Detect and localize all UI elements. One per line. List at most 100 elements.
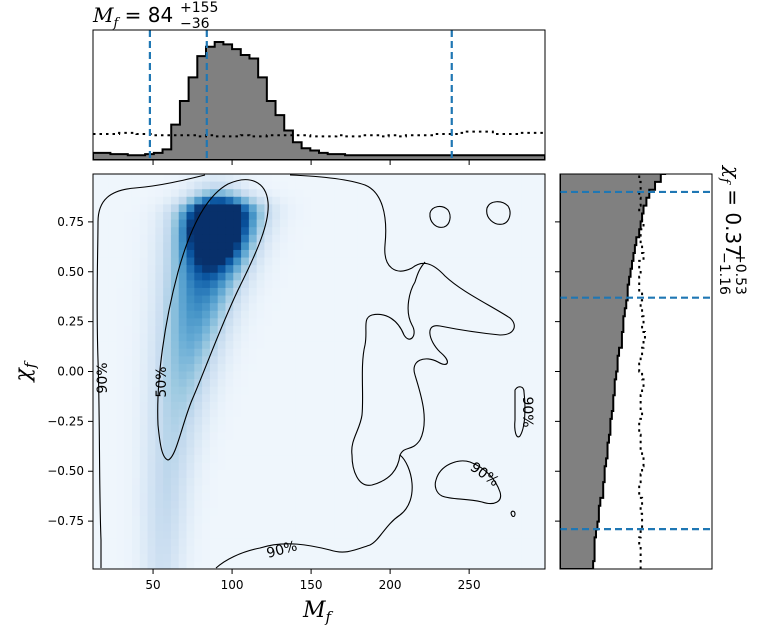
heat-cell [490, 493, 499, 502]
heat-cell [295, 204, 305, 213]
heat-cell [319, 280, 328, 289]
heat-cell [467, 553, 476, 563]
heat-cell [319, 234, 328, 243]
heat-cell [513, 470, 523, 479]
heat-cell [116, 485, 125, 494]
heat-cell [373, 553, 382, 563]
heat-cell [256, 325, 266, 335]
heat-cell [420, 196, 429, 205]
heat-cell [459, 485, 468, 494]
heat-cell [93, 546, 102, 555]
heat-cell [357, 432, 367, 441]
heat-cell [124, 181, 133, 190]
heat-cell [287, 249, 297, 259]
heat-cell [506, 523, 515, 532]
heat-cell [202, 561, 211, 569]
heat-cell [295, 417, 305, 426]
heat-cell [412, 447, 421, 456]
heat-cell [108, 211, 117, 221]
heat-cell [435, 234, 445, 243]
heat-cell [303, 553, 312, 563]
heat-cell [124, 432, 133, 441]
heat-cell [139, 211, 149, 221]
heat-cell [287, 531, 297, 540]
heat-cell [350, 242, 359, 251]
heat-cell [451, 196, 460, 205]
heat-cell [474, 538, 484, 547]
heat-cell [342, 379, 351, 388]
heat-cell [295, 341, 305, 350]
heat-cell [420, 280, 429, 289]
heat-cell [428, 553, 437, 563]
heat-cell [373, 401, 382, 411]
heat-cell [482, 493, 492, 502]
heat-cell [474, 553, 484, 563]
heat-cell [139, 204, 149, 213]
heat-cell [357, 493, 367, 502]
heat-cell [280, 356, 289, 365]
heat-cell [389, 211, 398, 221]
heat-cell [217, 553, 227, 563]
heat-cell [131, 341, 141, 350]
heat-cell [342, 439, 351, 449]
heat-cell [506, 219, 515, 228]
heat-cell [225, 356, 234, 365]
heat-cell [420, 447, 429, 456]
heat-cell [498, 508, 507, 517]
heat-cell [241, 348, 250, 357]
heat-cell [490, 356, 499, 365]
heat-cell [202, 318, 211, 327]
heat-cell [108, 234, 117, 243]
heat-cell [155, 265, 164, 274]
heat-cell [256, 204, 266, 213]
heat-cell [186, 280, 195, 289]
heat-cell [365, 515, 375, 525]
heat-cell [373, 333, 382, 342]
heat-cell [326, 318, 336, 327]
right-credible-lines [560, 190, 712, 531]
heat-cell [513, 174, 523, 183]
heat-cell [217, 348, 227, 357]
heat-cell [404, 477, 414, 487]
heat-cell [178, 189, 188, 198]
heat-cell [131, 455, 141, 464]
heat-cell [451, 508, 460, 517]
heat-cell [342, 333, 351, 342]
heat-cell [272, 234, 281, 243]
heat-cell [365, 462, 375, 471]
heat-cell [443, 348, 453, 357]
heat-cell [373, 181, 382, 190]
heat-cell [435, 211, 445, 221]
heat-cell [241, 553, 250, 563]
heat-cell [412, 394, 421, 403]
heat-cell [108, 287, 117, 297]
heat-cell [467, 401, 476, 411]
heat-cell [287, 174, 297, 183]
heat-cell [521, 553, 531, 563]
heat-cell [521, 303, 531, 312]
heat-cell [170, 417, 180, 426]
heat-cell [521, 196, 531, 205]
heat-cell [373, 500, 382, 509]
heat-cell [326, 477, 336, 487]
heat-cell [272, 249, 281, 259]
heat-cell [396, 500, 406, 509]
heat-cell [147, 439, 156, 449]
heat-cell [248, 462, 258, 471]
heat-cell [178, 470, 188, 479]
heat-cell [506, 439, 515, 449]
heat-cell [506, 508, 515, 517]
heat-cell [459, 508, 468, 517]
heat-cell [256, 310, 266, 319]
heat-cell [482, 272, 492, 281]
heat-cell [365, 189, 375, 198]
heat-cell [365, 303, 375, 312]
heat-cell [217, 363, 227, 373]
heat-cell [435, 341, 445, 350]
heat-cell [248, 341, 258, 350]
heat-cell [373, 493, 382, 502]
heat-cell [194, 523, 203, 532]
heat-cell [93, 189, 102, 198]
heat-cell [537, 249, 545, 259]
heat-cell [116, 204, 125, 213]
